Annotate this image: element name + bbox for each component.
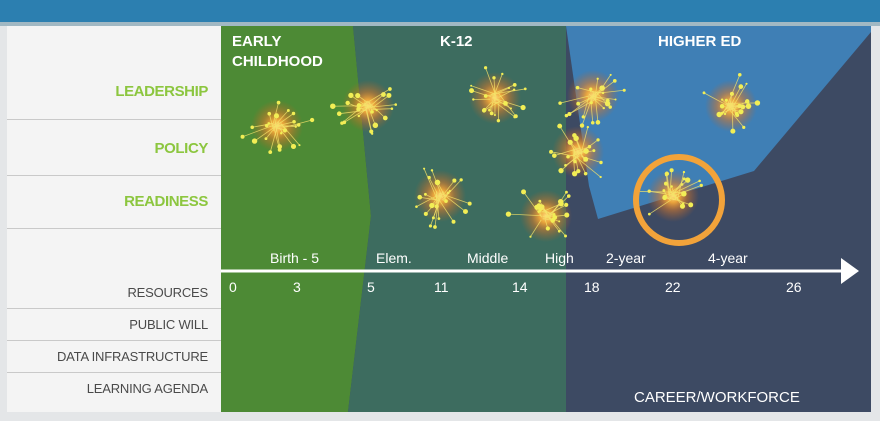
cluster-group: [240, 66, 761, 242]
age-tick-18: 18: [584, 279, 600, 295]
zone-title-higher-ed: HIGHER ED: [658, 33, 742, 50]
row-divider: [7, 175, 221, 176]
row-divider: [7, 340, 221, 341]
network-cluster-early-childhood-leadership: [240, 100, 315, 154]
row-divider: [7, 228, 221, 229]
network-cluster-higher-ed-policy: [549, 123, 604, 179]
education-pipeline-diagram: EARLY CHILDHOOD K-12 HIGHER ED CAREER/WO…: [221, 26, 871, 412]
row-label-readiness: READINESS: [124, 193, 208, 210]
row-divider: [7, 119, 221, 120]
stage-birth-5: Birth - 5: [270, 250, 319, 266]
early-childhood-zone: [221, 26, 371, 412]
row-labels-panel: [7, 26, 221, 412]
row-label-policy: POLICY: [154, 140, 209, 157]
stage-elem: Elem.: [376, 250, 412, 266]
row-label-leadership: LEADERSHIP: [115, 83, 208, 100]
stage-middle: Middle: [467, 250, 508, 266]
age-tick-26: 26: [786, 279, 802, 295]
age-tick-3: 3: [293, 279, 301, 295]
age-tick-0: 0: [229, 279, 237, 295]
top-banner-shadow: [0, 22, 880, 26]
network-cluster-k12-leadership: [469, 66, 527, 124]
network-cluster-k12-readiness: [414, 167, 472, 229]
row-divider: [7, 308, 221, 309]
timeline-arrowhead: [841, 258, 859, 284]
zone-title-career: CAREER/WORKFORCE: [634, 389, 800, 406]
row-label-learning-agenda: LEARNING AGENDA: [86, 381, 208, 396]
stage-4-year: 4-year: [708, 250, 748, 266]
k12-zone: [348, 26, 566, 412]
network-cluster-higher-ed-leadership-2: [702, 73, 761, 134]
network-cluster-k12-readiness-2: [505, 189, 572, 242]
stage-2-year: 2-year: [606, 250, 646, 266]
row-label-resources: RESOURCES: [127, 285, 208, 300]
row-divider: [7, 372, 221, 373]
zone-title-early: EARLY: [232, 33, 281, 50]
network-cluster-early-childhood-leadership-2: [330, 80, 398, 135]
zone-title-k12: K-12: [440, 33, 473, 50]
zone-title-childhood: CHILDHOOD: [232, 53, 323, 70]
age-tick-11: 11: [434, 279, 449, 295]
age-tick-22: 22: [665, 279, 681, 295]
highlight-ring: [633, 154, 725, 246]
row-label-public-will: PUBLIC WILL: [129, 317, 208, 332]
top-banner: [0, 0, 880, 22]
age-tick-14: 14: [512, 279, 528, 295]
age-tick-5: 5: [367, 279, 375, 295]
row-label-data-infrastructure: DATA INFRASTRUCTURE: [56, 349, 208, 364]
network-cluster-higher-ed-leadership: [558, 70, 626, 128]
stage-high: High: [545, 250, 574, 266]
